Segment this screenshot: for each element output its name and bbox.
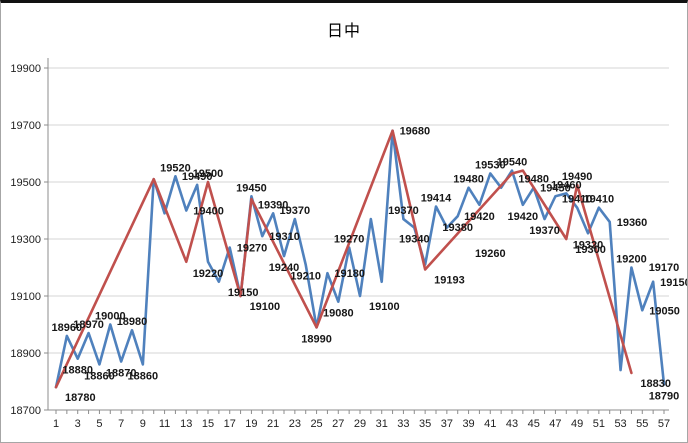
y-tick-label: 19500 xyxy=(10,177,41,189)
x-tick-label: 45 xyxy=(528,418,540,430)
x-tick-label: 53 xyxy=(614,418,626,430)
x-tick-label: 51 xyxy=(593,418,605,430)
data-label: 18830 xyxy=(640,378,671,390)
data-label: 19260 xyxy=(475,248,506,260)
data-label: 19360 xyxy=(617,217,648,229)
y-tick-label: 19700 xyxy=(10,120,41,132)
data-label: 19480 xyxy=(518,174,549,186)
x-tick-label: 13 xyxy=(180,418,192,430)
data-label: 18860 xyxy=(128,370,159,382)
data-label: 19520 xyxy=(160,162,191,174)
x-tick-label: 37 xyxy=(441,418,453,430)
data-label: 19180 xyxy=(334,268,365,280)
data-label: 19080 xyxy=(323,308,354,320)
data-label: 19370 xyxy=(388,205,419,217)
data-label: 18970 xyxy=(73,319,104,331)
x-tick-label: 21 xyxy=(267,418,279,430)
x-tick-label: 31 xyxy=(376,418,388,430)
x-tick-label: 41 xyxy=(484,418,496,430)
data-label: 19420 xyxy=(464,211,495,223)
data-label: 19490 xyxy=(562,171,593,183)
data-label: 19200 xyxy=(616,254,647,266)
x-tick-label: 25 xyxy=(310,418,322,430)
data-label: 19050 xyxy=(649,305,680,317)
x-tick-label: 49 xyxy=(571,418,583,430)
data-label: 19150 xyxy=(228,287,259,299)
x-tick-label: 9 xyxy=(140,418,146,430)
y-tick-label: 19900 xyxy=(10,63,41,75)
data-label: 19380 xyxy=(442,222,473,234)
data-label: 19390 xyxy=(258,199,289,211)
x-tick-label: 3 xyxy=(75,418,81,430)
data-label: 18980 xyxy=(117,316,148,328)
data-label: 19540 xyxy=(497,157,528,169)
x-tick-label: 57 xyxy=(658,418,670,430)
x-tick-label: 15 xyxy=(202,418,214,430)
data-label: 19100 xyxy=(369,301,400,313)
data-label: 19193 xyxy=(434,274,465,286)
data-label: 19150 xyxy=(660,277,688,289)
x-tick-label: 19 xyxy=(245,418,257,430)
x-tick-label: 43 xyxy=(506,418,518,430)
data-label: 19170 xyxy=(649,262,680,274)
data-label: 18860 xyxy=(84,370,115,382)
x-tick-label: 11 xyxy=(159,418,170,430)
red-series-line xyxy=(54,129,633,389)
data-label: 19300 xyxy=(575,244,606,256)
data-label: 18870 xyxy=(106,368,137,380)
blue-series-line xyxy=(54,129,666,389)
data-label: 19450 xyxy=(540,182,571,194)
data-label: 19210 xyxy=(290,271,321,283)
data-label: 19460 xyxy=(551,179,582,191)
data-label: 19530 xyxy=(475,159,506,171)
x-tick-label: 29 xyxy=(354,418,366,430)
data-label: 18990 xyxy=(301,333,332,345)
data-label: 18960 xyxy=(52,322,83,334)
data-label: 19310 xyxy=(269,231,300,243)
data-label: 18880 xyxy=(62,365,93,377)
data-label: 19480 xyxy=(453,174,484,186)
data-label: 19340 xyxy=(399,234,430,246)
x-tick-label: 1 xyxy=(53,418,59,430)
data-label: 19270 xyxy=(334,234,365,246)
x-tick-label: 39 xyxy=(462,418,474,430)
x-tick-label: 7 xyxy=(118,418,124,430)
data-label: 19370 xyxy=(280,205,311,217)
y-tick-label: 18900 xyxy=(10,348,41,360)
data-label: 19414 xyxy=(421,193,452,205)
y-tick-label: 18700 xyxy=(10,405,41,417)
x-tick-label: 17 xyxy=(224,418,236,430)
data-label: 19400 xyxy=(193,206,224,218)
data-label: 19420 xyxy=(508,211,539,223)
x-tick-label: 33 xyxy=(397,418,409,430)
data-label: 19320 xyxy=(573,239,604,251)
data-label: 19240 xyxy=(269,262,300,274)
x-tick-label: 23 xyxy=(289,418,301,430)
x-tick-label: 27 xyxy=(332,418,344,430)
x-tick-label: 5 xyxy=(96,418,102,430)
data-label: 19270 xyxy=(237,243,268,255)
data-label: 19500 xyxy=(193,168,224,180)
data-label: 19410 xyxy=(562,194,593,206)
x-tick-label: 55 xyxy=(636,418,648,430)
data-label: 19680 xyxy=(400,126,431,138)
data-label: 19220 xyxy=(193,268,224,280)
data-label: 19410 xyxy=(584,194,615,206)
x-tick-label: 35 xyxy=(419,418,431,430)
data-label: 19100 xyxy=(250,301,281,313)
chart-title: 日中 xyxy=(326,23,361,40)
x-tick-label: 47 xyxy=(549,418,561,430)
data-label: 18780 xyxy=(65,392,96,404)
y-tick-label: 19100 xyxy=(10,291,41,303)
data-label: 19000 xyxy=(95,311,126,323)
data-label: 19450 xyxy=(236,182,267,194)
data-label: 19490 xyxy=(182,171,213,183)
data-label: 19370 xyxy=(529,225,560,237)
y-tick-label: 19300 xyxy=(10,234,41,246)
data-label: 18790 xyxy=(649,390,680,402)
